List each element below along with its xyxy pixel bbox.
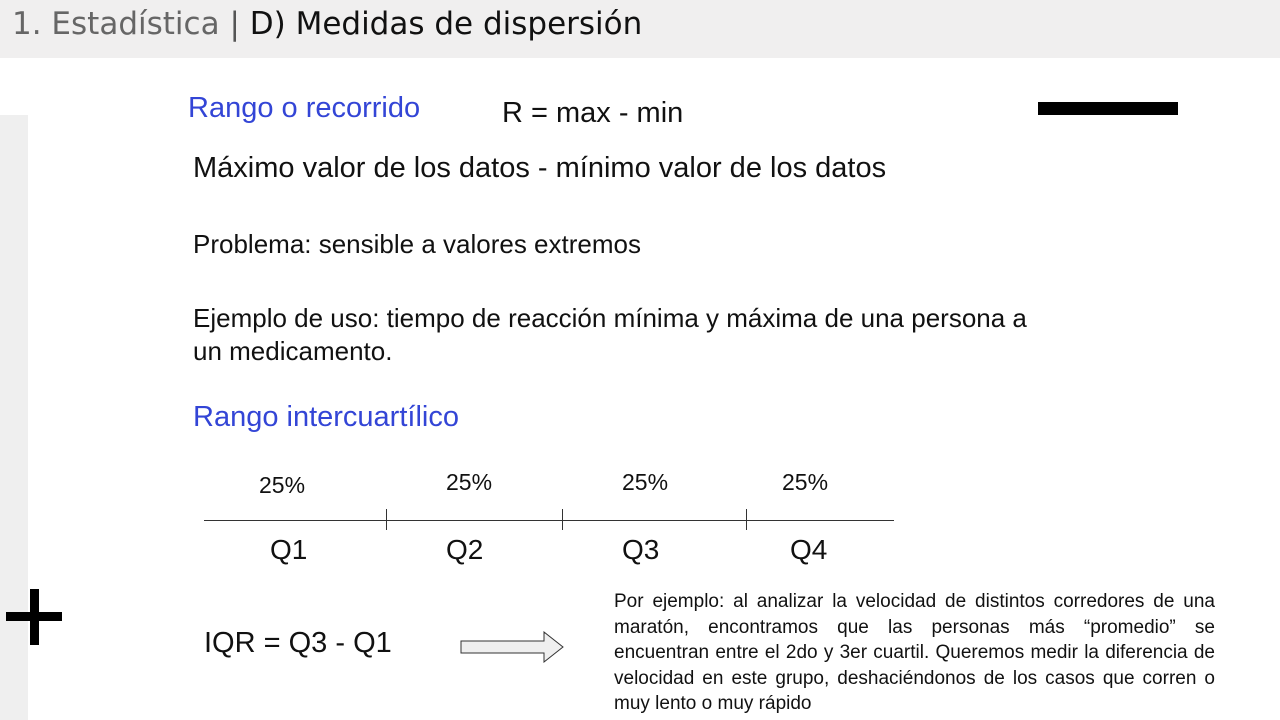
slide-header: 1. Estadística | D) Medidas de dispersió… [0, 0, 1280, 58]
percentage-label-2: 25% [446, 469, 493, 495]
quartile-tick-1 [386, 509, 387, 530]
range-problem: Problema: sensible a valores extremos [193, 229, 641, 259]
range-example: Ejemplo de uso: tiempo de reacción mínim… [193, 302, 1027, 368]
quartile-label-q4: Q4 [790, 534, 828, 565]
range-heading: Rango o recorrido [188, 92, 421, 124]
iqr-example-note: Por ejemplo: al analizar la velocidad de… [614, 591, 1215, 714]
percentage-label-4: 25% [782, 469, 829, 495]
header-separator: | [229, 6, 240, 42]
quartile-label-q3: Q3 [622, 534, 660, 565]
iqr-formula: IQR = Q3 - Q1 [204, 627, 392, 659]
range-definition: Máximo valor de los datos - mínimo valor… [193, 152, 887, 184]
header-section: 1. Estadística [12, 6, 220, 42]
iqr-heading: Rango intercuartílico [193, 401, 459, 433]
right-arrow-icon [460, 631, 564, 663]
plus-icon [6, 589, 62, 645]
quartile-label-q1: Q1 [270, 534, 308, 565]
slide-title: 1. Estadística | D) Medidas de dispersió… [12, 4, 642, 44]
quartile-tick-3 [746, 509, 747, 530]
range-formula: R = max - min [502, 97, 684, 129]
quartile-axis [204, 520, 894, 521]
decorative-rule [1038, 102, 1178, 115]
range-example-line-1: Ejemplo de uso: tiempo de reacción mínim… [193, 303, 1027, 333]
percentage-label-1: 25% [259, 472, 306, 498]
header-topic: D) Medidas de dispersión [249, 6, 643, 42]
range-example-line-2: un medicamento. [193, 336, 393, 366]
percentage-label-3: 25% [622, 469, 669, 495]
quartile-tick-2 [562, 509, 563, 530]
quartile-label-q2: Q2 [446, 534, 484, 565]
